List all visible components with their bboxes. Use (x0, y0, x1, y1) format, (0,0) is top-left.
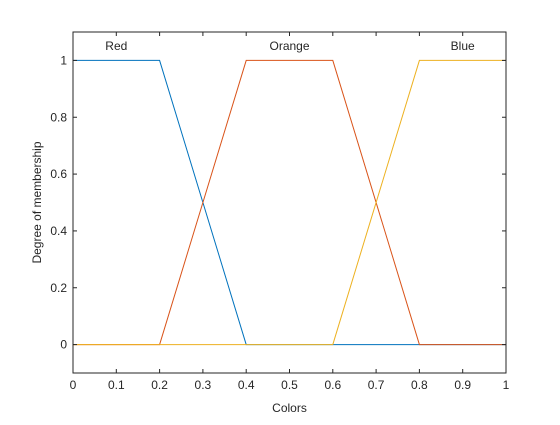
x-tick-label: 0.4 (238, 378, 255, 392)
y-tick-label: 0.6 (50, 167, 67, 181)
y-tick-label: 0.4 (50, 224, 67, 238)
x-tick-label: 0.7 (368, 378, 385, 392)
x-tick-label: 1 (503, 378, 510, 392)
y-tick-label: 0 (60, 338, 67, 352)
x-tick-label: 0.6 (324, 378, 341, 392)
x-ticks: 0 0.1 0.2 0.3 0.4 0.5 0.6 0.7 0.8 0.9 1 (70, 32, 510, 392)
x-axis-label: Colors (272, 401, 307, 415)
y-ticks: 0 0.2 0.4 0.6 0.8 1 (50, 53, 506, 352)
x-tick-label: 0.9 (454, 378, 471, 392)
mf-label-orange: Orange (269, 39, 309, 53)
series-layer (73, 59, 506, 346)
mf-label-blue: Blue (451, 39, 475, 53)
y-tick-label: 1 (60, 53, 67, 67)
plot-area (73, 32, 506, 373)
x-tick-label: 0.1 (108, 378, 125, 392)
y-tick-label: 0.8 (50, 110, 67, 124)
x-tick-label: 0 (70, 378, 77, 392)
x-tick-label: 0.3 (195, 378, 212, 392)
y-tick-label: 0.2 (50, 281, 67, 295)
x-tick-label: 0.2 (151, 378, 168, 392)
mf-label-red: Red (105, 39, 127, 53)
series-line-blue (73, 59, 506, 346)
x-tick-label: 0.5 (281, 378, 298, 392)
mf-label-layer: Red Orange Blue (105, 39, 475, 53)
x-tick-label: 0.8 (411, 378, 428, 392)
y-axis-label: Degree of membership (30, 141, 44, 263)
